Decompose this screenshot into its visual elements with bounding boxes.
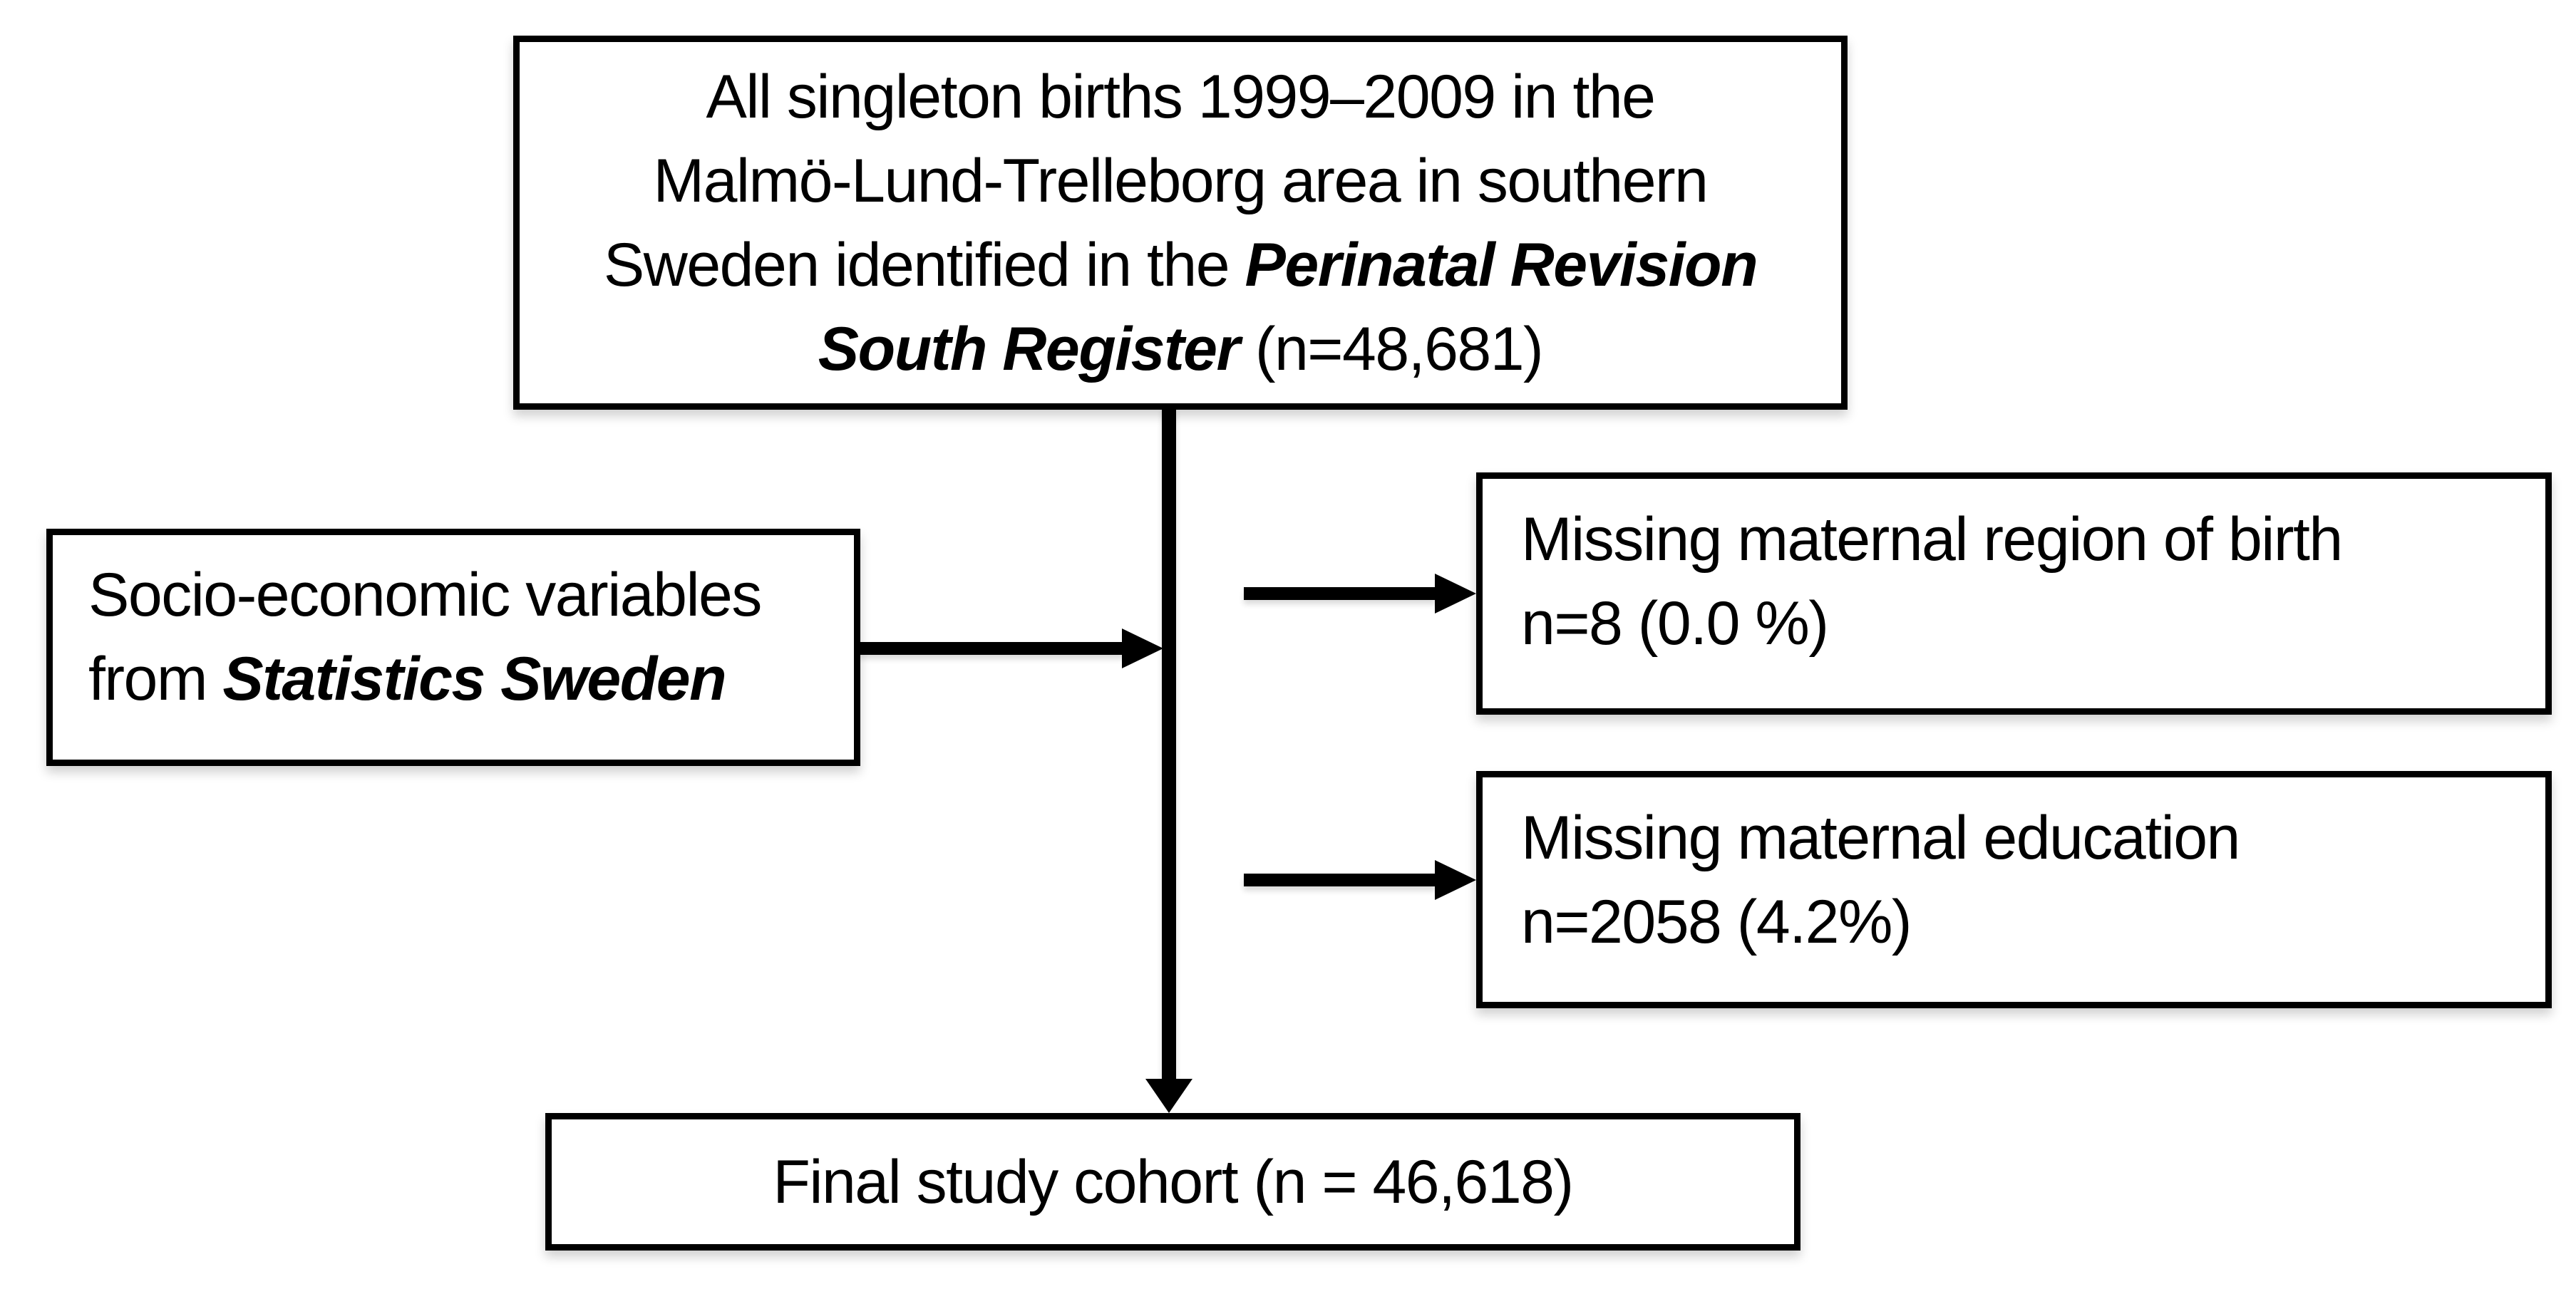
exclusion-region-label: Missing maternal region of birth (1521, 497, 2524, 581)
exclusion-region-box: Missing maternal region of birth n=8 (0.… (1476, 472, 2552, 715)
socioeconomic-line-2: from Statistics Sweden (88, 637, 833, 721)
source-line-1: All singleton births 1999–2009 in the (706, 55, 1656, 139)
source-cohort-box: All singleton births 1999–2009 in the Ma… (513, 36, 1848, 410)
source-line-3-plain: Sweden identified in the (603, 230, 1230, 299)
exclusion-region-count-text: n=8 (0.0 %) (1521, 589, 1829, 658)
socioeconomic-variables-box: Socio-economic variables from Statistics… (46, 529, 860, 766)
source-line-3: Sweden identified in the Perinatal Revis… (603, 223, 1758, 307)
socioeconomic-line-1: Socio-economic variables (88, 553, 833, 637)
source-line-4-count: (n=48,681) (1254, 314, 1544, 383)
source-line-4: South Register (n=48,681) (818, 307, 1544, 391)
exclusion-region-count: n=8 (0.0 %) (1521, 581, 2524, 666)
exclusion-region-arrow-line (1244, 587, 1436, 600)
final-cohort-label-text: Final study cohort (n = 46,618) (773, 1147, 1574, 1216)
exclusion-region-arrowhead-icon (1435, 574, 1476, 614)
source-line-2-text: Malmö-Lund-Trelleborg area in southern (653, 146, 1709, 215)
socioeconomic-line-2-plain: from (88, 645, 208, 713)
source-line-1-text: All singleton births 1999–2009 in the (706, 62, 1656, 131)
source-line-4-register-name: South Register (818, 314, 1240, 383)
source-line-3-register-name: Perinatal Revision (1245, 230, 1758, 299)
exclusion-region-label-text: Missing maternal region of birth (1521, 505, 2343, 574)
exclusion-education-arrowhead-icon (1435, 860, 1476, 900)
final-cohort-label: Final study cohort (n = 46,618) (773, 1140, 1574, 1224)
main-flow-arrow-line (1162, 407, 1176, 1080)
exclusion-education-label: Missing maternal education (1521, 796, 2524, 880)
exclusion-education-count: n=2058 (4.2%) (1521, 880, 2524, 964)
exclusion-education-box: Missing maternal education n=2058 (4.2%) (1476, 771, 2552, 1008)
final-cohort-box: Final study cohort (n = 46,618) (545, 1113, 1800, 1251)
exclusion-education-label-text: Missing maternal education (1521, 804, 2240, 872)
socioeconomic-arrow-line (859, 642, 1124, 655)
down-arrowhead-icon (1145, 1079, 1192, 1113)
socioeconomic-source-name: Statistics Sweden (222, 645, 726, 713)
source-line-2: Malmö-Lund-Trelleborg area in southern (653, 139, 1709, 223)
exclusion-education-count-text: n=2058 (4.2%) (1521, 888, 1912, 956)
socioeconomic-line-1-text: Socio-economic variables (88, 561, 762, 629)
exclusion-education-arrow-line (1244, 874, 1436, 886)
socioeconomic-arrowhead-icon (1122, 628, 1163, 668)
